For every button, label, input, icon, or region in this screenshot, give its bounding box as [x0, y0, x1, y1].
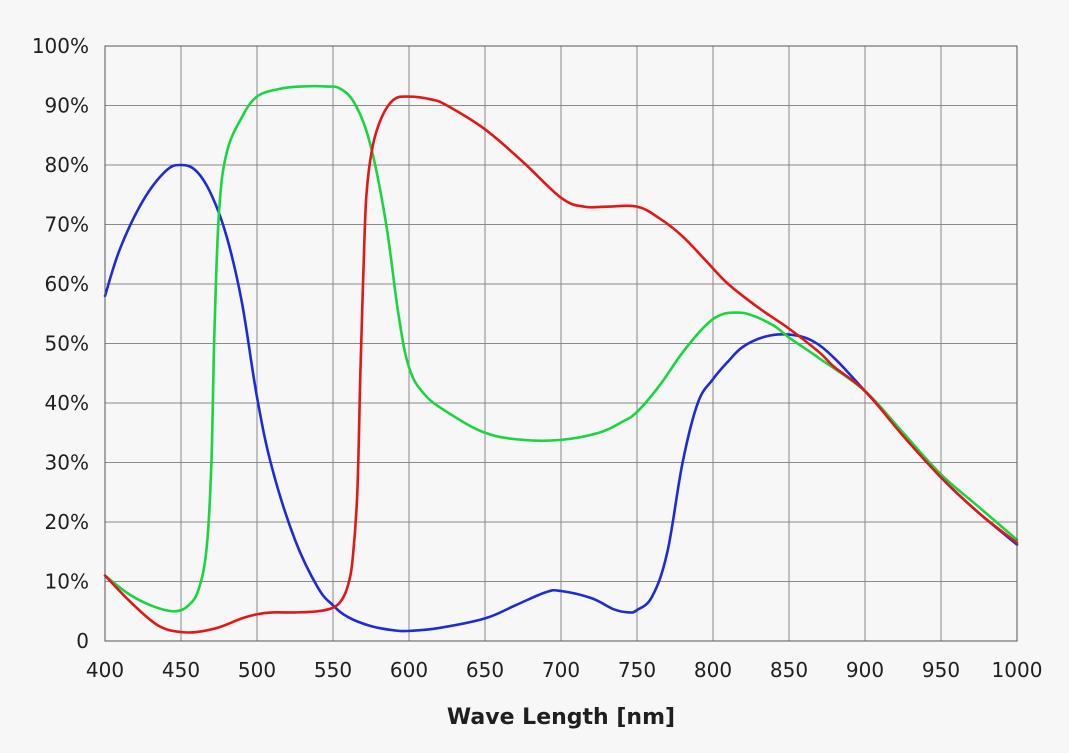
y-tick-label-90: 90% — [45, 94, 89, 118]
y-tick-label-0: 0 — [76, 629, 89, 653]
x-tick-label-1000: 1000 — [992, 658, 1043, 682]
x-axis-title: Wave Length [nm] — [447, 705, 675, 730]
x-tick-label-950: 950 — [922, 658, 960, 682]
y-tick-label-80: 80% — [45, 153, 89, 177]
y-tick-label-10: 10% — [45, 570, 89, 594]
y-tick-label-50: 50% — [45, 332, 89, 356]
data-series — [103, 84, 1019, 634]
x-tick-label-600: 600 — [390, 658, 428, 682]
x-tick-label-650: 650 — [466, 658, 504, 682]
x-tick-label-550: 550 — [314, 658, 352, 682]
x-tick-label-450: 450 — [162, 658, 200, 682]
x-tick-label-900: 900 — [846, 658, 884, 682]
x-tick-label-500: 500 — [238, 658, 276, 682]
x-tick-label-750: 750 — [618, 658, 656, 682]
x-tick-label-700: 700 — [542, 658, 580, 682]
x-axis-ticks: 400 450 500 550 600 650 700 750 800 850 900 950 1000 — [86, 658, 1043, 682]
plot-frame — [104, 45, 1018, 642]
x-tick-label-850: 850 — [770, 658, 808, 682]
x-tick-label-400: 400 — [86, 658, 124, 682]
series-line-green — [103, 84, 1019, 613]
y-tick-label-60: 60% — [45, 272, 89, 296]
y-axis-ticks: 0 10% 20% 30% 40% 50% 60% 70% 80% 90% 100% — [32, 34, 89, 653]
plot-border — [104, 45, 1018, 642]
y-tick-label-100: 100% — [32, 34, 89, 58]
y-tick-label-40: 40% — [45, 391, 89, 415]
y-tick-label-70: 70% — [45, 213, 89, 237]
series-line-blue — [103, 163, 1019, 633]
y-tick-label-30: 30% — [45, 451, 89, 475]
y-tick-label-20: 20% — [45, 510, 89, 534]
x-tick-label-800: 800 — [694, 658, 732, 682]
gridlines — [104, 45, 1018, 642]
series-line-red — [103, 95, 1019, 634]
